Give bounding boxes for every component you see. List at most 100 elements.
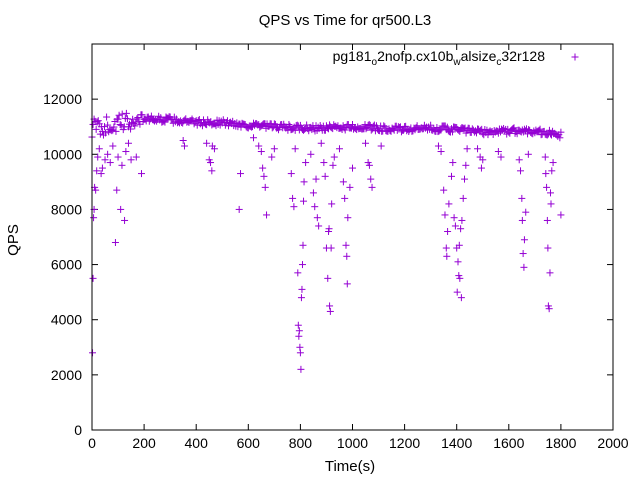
data-point [312, 175, 320, 183]
data-point [556, 134, 564, 142]
data-point [546, 189, 554, 197]
x-tick-label: 800 [289, 435, 313, 451]
data-point [519, 250, 527, 258]
data-point [193, 121, 201, 129]
data-point [327, 244, 335, 252]
data-point [325, 225, 333, 233]
data-point [98, 164, 106, 172]
y-tick-label: 6000 [51, 257, 82, 273]
data-point [546, 269, 554, 277]
data-point [341, 126, 349, 134]
data-point [295, 332, 303, 340]
y-tick-label: 12000 [43, 91, 82, 107]
data-point [124, 139, 132, 147]
data-point [455, 241, 463, 249]
data-point [297, 365, 305, 373]
data-point [462, 161, 470, 169]
data-point [326, 302, 334, 310]
data-point [296, 349, 304, 357]
data-point [457, 294, 465, 302]
data-point [300, 197, 308, 205]
data-point [479, 130, 487, 138]
data-point [317, 139, 325, 147]
data-point [445, 200, 453, 208]
data-point [427, 121, 435, 129]
data-point [313, 214, 321, 222]
data-point [298, 285, 306, 293]
data-point [329, 161, 337, 169]
data-point [518, 194, 526, 202]
data-point [179, 137, 187, 144]
legend-label: pg181o2nofp.cx10bwalsizec32r128 [333, 48, 546, 68]
data-point [104, 121, 112, 129]
data-point [349, 164, 356, 172]
data-point [367, 126, 375, 134]
data-point [380, 122, 388, 130]
data-point [458, 216, 466, 224]
x-tick-label: 1600 [493, 435, 524, 451]
data-point [118, 110, 126, 118]
data-point [208, 167, 216, 175]
data-point [95, 145, 103, 153]
y-axis-title: QPS [5, 224, 22, 256]
data-point [109, 126, 117, 134]
x-tick-label: 0 [88, 435, 96, 451]
data-point [444, 227, 452, 235]
x-axis-title: Time(s) [325, 458, 375, 475]
data-point [339, 178, 347, 186]
data-point [115, 111, 123, 119]
data-point [94, 153, 102, 161]
data-point [294, 321, 302, 329]
data-point [268, 153, 276, 161]
data-point [97, 170, 105, 178]
data-point [90, 214, 98, 222]
data-point [517, 167, 525, 175]
legend: pg181o2nofp.cx10bwalsizec32r128 [333, 48, 579, 68]
data-point [321, 172, 329, 180]
data-point [307, 150, 315, 158]
data-point [123, 115, 131, 123]
data-point [270, 145, 278, 153]
data-point [547, 200, 555, 208]
data-point [510, 124, 518, 132]
data-point [137, 170, 145, 178]
data-point [443, 123, 451, 131]
data-point [365, 120, 373, 128]
data-point [542, 170, 550, 178]
data-point [461, 175, 469, 183]
data-point [257, 148, 265, 156]
data-point [344, 214, 352, 222]
data-point [260, 172, 268, 180]
data-point [301, 125, 309, 133]
data-point [161, 118, 169, 126]
data-point [346, 183, 354, 191]
data-point [116, 120, 124, 128]
data-point [524, 150, 532, 158]
data-point [434, 142, 442, 150]
data-point [127, 125, 135, 133]
legend-marker [571, 53, 579, 61]
data-point [98, 127, 106, 135]
data-point [122, 109, 130, 117]
data-point [101, 123, 109, 131]
data-point [447, 172, 455, 180]
data-point [94, 117, 102, 125]
data-point [543, 183, 551, 191]
data-point [449, 159, 457, 167]
x-tick-label: 200 [132, 435, 156, 451]
data-point [289, 194, 297, 202]
data-point [311, 203, 319, 211]
data-point [451, 222, 459, 230]
data-point [285, 120, 293, 128]
x-tick-label: 1200 [389, 435, 420, 451]
data-point [413, 122, 421, 130]
data-point [117, 205, 125, 213]
data-point [454, 258, 462, 266]
data-point [250, 134, 258, 142]
data-point [153, 117, 161, 125]
data-point [210, 145, 218, 153]
data-point [284, 126, 292, 134]
y-tick-label: 4000 [51, 312, 82, 328]
data-point [472, 129, 480, 137]
